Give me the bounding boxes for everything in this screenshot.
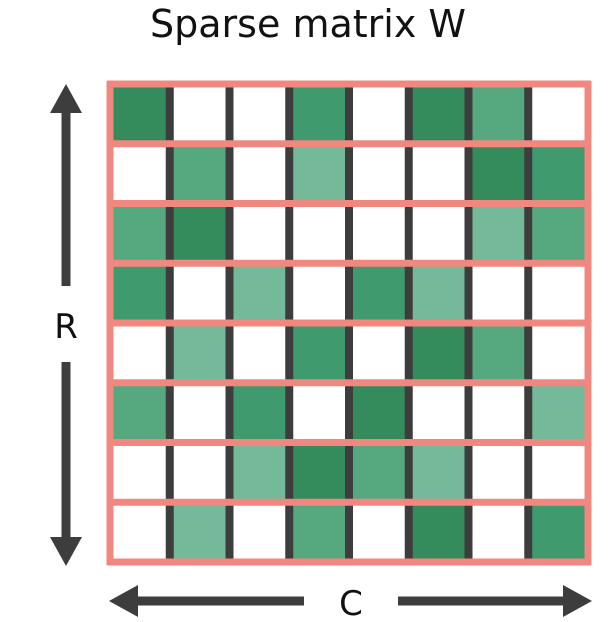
matrix-cell <box>289 143 349 204</box>
matrix-cell <box>229 143 290 204</box>
col-arrow-left-head <box>109 585 138 617</box>
matrix-cell <box>528 84 588 144</box>
matrix-cell <box>229 502 290 562</box>
matrix-cell <box>349 323 409 383</box>
matrix-cell <box>468 323 529 383</box>
matrix-cell <box>349 203 409 264</box>
matrix-cell <box>110 442 170 503</box>
matrix-cell <box>349 143 409 204</box>
matrix-cell <box>349 84 409 144</box>
matrix-cell <box>408 263 469 323</box>
row-axis-arrow <box>50 84 82 566</box>
matrix-cell <box>408 442 469 503</box>
matrix-cell <box>169 382 230 443</box>
column-axis-arrow <box>109 585 592 617</box>
column-axis-label: C <box>339 584 363 622</box>
row-arrow-up-head <box>50 84 82 113</box>
matrix-cell <box>289 442 349 503</box>
matrix-cell <box>110 84 170 144</box>
matrix-cell <box>408 143 469 204</box>
matrix-cell <box>110 382 170 443</box>
matrix-cell <box>408 323 469 383</box>
matrix-cell <box>408 502 469 562</box>
matrix-grid <box>106 80 592 566</box>
col-arrow-right-head <box>563 585 592 617</box>
matrix-cell <box>468 84 529 144</box>
matrix-cell <box>169 203 230 264</box>
diagram-title: Sparse matrix W <box>150 2 466 46</box>
matrix-cell <box>349 263 409 323</box>
matrix-cell <box>229 382 290 443</box>
matrix-cell <box>528 143 588 204</box>
matrix-cell <box>289 84 349 144</box>
matrix-cell <box>349 442 409 503</box>
matrix-cell <box>528 382 588 443</box>
matrix-cell <box>169 442 230 503</box>
matrix-cell <box>169 502 230 562</box>
matrix-cell <box>289 382 349 443</box>
matrix-cell <box>468 382 529 443</box>
matrix-cells <box>110 84 588 562</box>
matrix-cell <box>229 263 290 323</box>
matrix-cell <box>468 442 529 503</box>
row-arrow-down-head <box>50 537 82 566</box>
matrix-cell <box>408 84 469 144</box>
matrix-cell <box>349 382 409 443</box>
matrix-cell <box>169 263 230 323</box>
matrix-cell <box>110 263 170 323</box>
matrix-cell <box>468 502 529 562</box>
matrix-cell <box>110 143 170 204</box>
matrix-cell <box>169 143 230 204</box>
matrix-cell <box>229 203 290 264</box>
matrix-cell <box>289 203 349 264</box>
matrix-cell <box>528 502 588 562</box>
matrix-cell <box>289 502 349 562</box>
matrix-cell <box>528 263 588 323</box>
matrix-cell <box>528 442 588 503</box>
matrix-cell <box>289 263 349 323</box>
matrix-cell <box>110 203 170 264</box>
matrix-cell <box>349 502 409 562</box>
matrix-cell <box>229 442 290 503</box>
matrix-cell <box>468 263 529 323</box>
matrix-cell <box>229 323 290 383</box>
matrix-cell <box>408 382 469 443</box>
matrix-cell <box>468 143 529 204</box>
matrix-cell <box>169 323 230 383</box>
matrix-cell <box>110 502 170 562</box>
matrix-cell <box>528 203 588 264</box>
matrix-cell <box>528 323 588 383</box>
matrix-cell <box>229 84 290 144</box>
row-axis-label: R <box>54 307 78 347</box>
matrix-cell <box>289 323 349 383</box>
matrix-cell <box>169 84 230 144</box>
matrix-cell <box>110 323 170 383</box>
matrix-cell <box>468 203 529 264</box>
matrix-cell <box>408 203 469 264</box>
